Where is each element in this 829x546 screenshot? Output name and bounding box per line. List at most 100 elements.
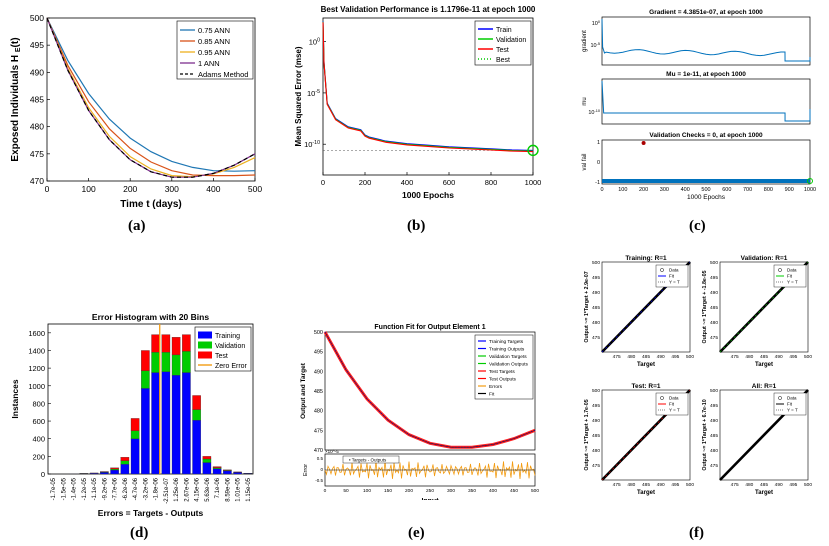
y-axis-label-d: Instances	[10, 379, 20, 418]
subplot-ylabel-c-1: mu	[582, 97, 588, 105]
y-tick-label-e: 480	[314, 409, 323, 415]
y-axis-label-b: Mean Squared Error (mse)	[294, 46, 303, 146]
hist-bar-test	[110, 467, 119, 470]
legend-label-e-6: Errors	[489, 384, 503, 390]
legend-swatch-f-data	[778, 268, 782, 272]
legend-label-d-2: Test	[215, 353, 228, 360]
subplot-title-f-1: Validation: R=1	[741, 255, 788, 262]
y-tick-label-d: 400	[32, 435, 45, 444]
x-axis-label-b: 1000 Epochs	[402, 190, 454, 200]
panel-label-b: (b)	[407, 218, 426, 234]
legend-label-e-0: Training Targets	[489, 339, 524, 345]
x-tick-label-d: -9.2e-06	[102, 477, 108, 500]
error-legend-label-e: • Targets - Outputs	[349, 458, 387, 463]
y-tick-label-d: 1000	[28, 382, 45, 391]
x-tick-label-f: 490	[657, 482, 665, 488]
x-tick-label-b: 800	[485, 178, 498, 187]
y-tick-label-f: 480	[592, 448, 600, 454]
y-tick-label-f: 480	[710, 448, 718, 454]
x-axis-label-d: Errors = Targets - Outputs	[98, 508, 204, 518]
x-tick-label-f: 485	[642, 482, 650, 488]
y-tick-label-d: 1400	[28, 346, 45, 355]
y-tick-label-d: 600	[32, 417, 45, 426]
legend-label-f-0: Data	[669, 268, 679, 273]
error-legend-box-e	[342, 455, 400, 464]
legend-label-e-7: Fit	[489, 392, 495, 398]
y-tick-label-d: 1200	[28, 364, 45, 373]
x-axis-label-a: Time t (days)	[120, 199, 182, 210]
x-tick-label-c: 400	[681, 187, 690, 193]
legend-label-f-0: Data	[787, 396, 797, 401]
y-tick-label-e: 500	[314, 330, 323, 336]
y-tick-label-d: 0	[41, 470, 45, 479]
y-tick-label-e: 485	[314, 389, 323, 395]
hist-bar-validation	[171, 354, 181, 376]
x-tick-label-b: 1000	[525, 178, 542, 187]
hist-bar-validation	[202, 458, 212, 463]
y-tick-label-d: 200	[32, 452, 45, 461]
x-tick-label-d: 1.01e-05	[236, 477, 242, 501]
mu-trace-c	[601, 80, 811, 122]
x-tick-label-e: 50	[343, 488, 349, 494]
hist-bar-test	[130, 418, 140, 431]
y-tick-label-a: 485	[30, 95, 44, 105]
subplot-title-c-0: Gradient = 4.3851e-07, at epoch 1000	[649, 9, 763, 16]
hist-bar-training	[202, 462, 212, 475]
hist-bar-training	[110, 469, 119, 475]
y-tick-label-c: 10-10	[588, 109, 600, 116]
y-tick-label-f: 475	[592, 335, 600, 341]
y-tick-label-f: 490	[592, 290, 600, 296]
series-line-1	[46, 17, 256, 177]
legend-label-e-3: Validation Outputs	[489, 362, 528, 368]
error-scale-e: ×10^-5	[325, 449, 339, 454]
x-tick-label-a: 400	[206, 184, 220, 194]
error-trace-e	[324, 461, 536, 479]
chart-title-e: Function Fit for Output Element 1	[374, 324, 485, 331]
y-tick-label-f: 490	[710, 418, 718, 424]
x-tick-label-c: 900	[785, 187, 794, 193]
val-fail-marker-c	[641, 141, 646, 145]
legend-label-f-1: Fit	[787, 274, 793, 279]
fit-line-f-1	[719, 261, 809, 353]
x-tick-label-d: -1.7e-05	[51, 477, 57, 500]
x-tick-label-a: 300	[165, 184, 179, 194]
val-best-marker-c	[807, 178, 813, 184]
x-tick-label-f: 500	[804, 354, 812, 360]
legend-label-a-3: 1 ANN	[198, 59, 220, 68]
fit-line-e	[324, 331, 536, 448]
hist-bar-training	[171, 375, 181, 475]
series-line-2	[46, 17, 256, 178]
x-tick-label-f: 475	[731, 482, 739, 488]
y-tick-label-f: 485	[710, 305, 718, 311]
legend-swatch-d-1	[198, 341, 212, 349]
x-tick-label-e: 300	[447, 488, 455, 494]
x-tick-label-f: 500	[686, 482, 694, 488]
x-tick-label-e: 500	[531, 488, 539, 494]
hist-bar-training	[141, 388, 150, 475]
legend-label-a-0: 0.75 ANN	[198, 26, 230, 35]
hist-bar-test	[151, 334, 160, 353]
x-tick-label-c: 200	[639, 187, 648, 193]
hist-bar-validation	[182, 351, 191, 373]
legend-label-b-0: Train	[496, 27, 512, 34]
y-tick-label-c: -1	[595, 180, 600, 186]
legend-box-a	[176, 20, 254, 80]
legend-label-f-1: Fit	[669, 402, 675, 407]
panel-label-f: (f)	[689, 525, 704, 541]
error-y-tick-e: 0	[320, 467, 323, 472]
y-axis-label-a: Exposed Individuals H E(t)	[10, 37, 22, 161]
x-tick-label-b: 0	[321, 178, 325, 187]
x-axis-label-e: Input	[421, 498, 439, 500]
x-tick-label-c: 300	[660, 187, 669, 193]
y-tick-label-f: 500	[592, 260, 600, 266]
legend-swatch-d-2	[198, 351, 212, 359]
legend-label-d-0: Training	[215, 333, 240, 340]
y-axis-label-e: Output and Target	[300, 362, 307, 419]
y-tick-label-c: 100	[592, 20, 600, 27]
y-tick-label-f: 475	[592, 463, 600, 469]
x-tick-label-d: -1.5e-05	[61, 477, 67, 500]
x-tick-label-d: 2.67e-06	[184, 477, 190, 501]
x-tick-label-f: 480	[627, 354, 635, 360]
legend-label-d-1: Validation	[215, 343, 245, 350]
x-tick-label-b: 200	[359, 178, 372, 187]
